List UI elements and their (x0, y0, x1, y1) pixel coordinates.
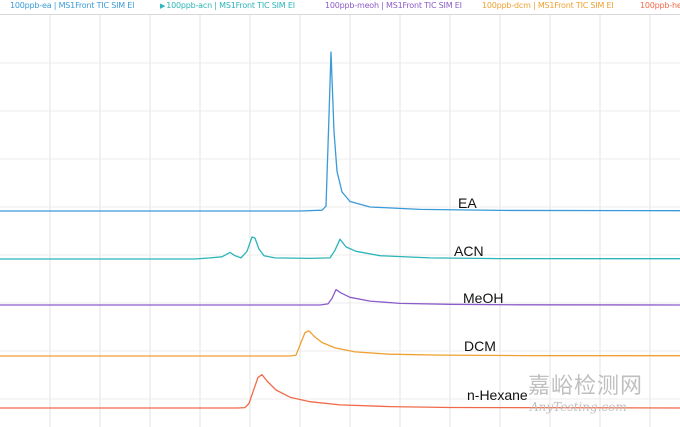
watermark-cn: 嘉峪检测网 (528, 374, 644, 399)
trace-labels: EA ACN MeOH DCM n-Hexane (454, 195, 528, 403)
trace-label-meoh: MeOH (463, 290, 503, 306)
trace-ea (0, 51, 680, 212)
trace-meoh (0, 288, 680, 306)
legend-label-ea: 100ppb-ea | MS1Front TIC SIM EI (10, 1, 135, 10)
legend-label-hexane: 100ppb-he (640, 1, 680, 10)
trace-dcm (0, 330, 680, 357)
legend-label-meoh: 100ppb-meoh | MS1Front TIC SIM EI (325, 1, 462, 10)
trace-n-hexane (0, 374, 680, 409)
trace-label-acn: ACN (454, 243, 484, 259)
legend-bar: 100ppb-ea | MS1Front TIC SIM EI ▶100ppb-… (0, 0, 680, 15)
caret-right-icon: ▶ (160, 2, 166, 10)
watermark-en: AnyTesting.com (530, 400, 627, 414)
trace-label-n-hexane: n-Hexane (467, 387, 528, 403)
trace-label-dcm: DCM (464, 338, 496, 354)
gridlines (0, 15, 680, 427)
legend-item-meoh[interactable]: 100ppb-meoh | MS1Front TIC SIM EI (325, 1, 462, 10)
trace-acn (0, 236, 680, 260)
trace-label-ea: EA (458, 195, 477, 211)
legend-label-dcm: 100ppb-dcm | MS1Front TIC SIM EI (482, 1, 614, 10)
legend-item-acn[interactable]: ▶100ppb-acn | MS1Front TIC SIM EI (160, 1, 295, 10)
legend-label-acn: 100ppb-acn | MS1Front TIC SIM EI (166, 1, 295, 10)
legend-item-hexane[interactable]: 100ppb-he (640, 1, 680, 10)
legend-item-dcm[interactable]: 100ppb-dcm | MS1Front TIC SIM EI (482, 1, 614, 10)
legend-item-ea[interactable]: 100ppb-ea | MS1Front TIC SIM EI (10, 1, 135, 10)
traces (0, 51, 680, 409)
chromatogram-plot: EA ACN MeOH DCM n-Hexane (0, 15, 680, 427)
